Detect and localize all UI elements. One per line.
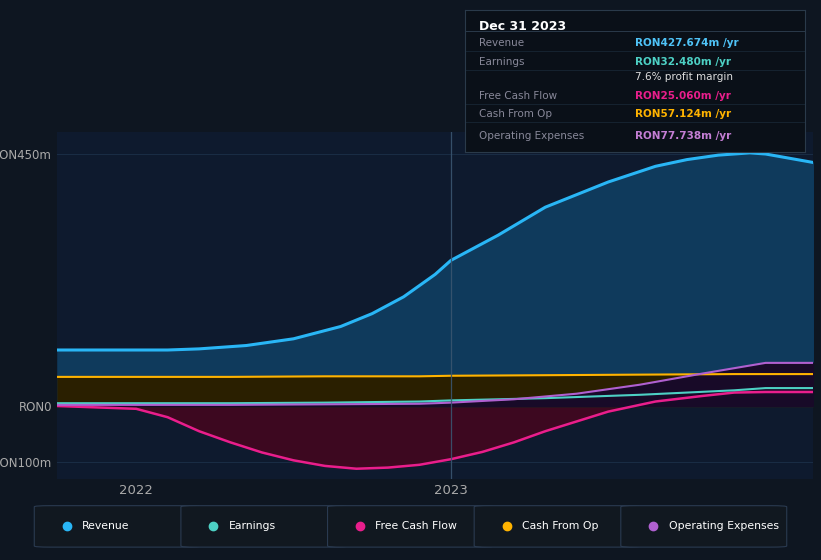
Text: Earnings: Earnings [229, 521, 276, 531]
Text: Operating Expenses: Operating Expenses [479, 130, 584, 141]
Text: 7.6% profit margin: 7.6% profit margin [635, 72, 733, 82]
FancyBboxPatch shape [475, 506, 640, 547]
Text: Cash From Op: Cash From Op [522, 521, 599, 531]
Text: RON25.060m /yr: RON25.060m /yr [635, 91, 731, 101]
Text: RON32.480m /yr: RON32.480m /yr [635, 57, 731, 67]
Text: Revenue: Revenue [82, 521, 130, 531]
Text: Free Cash Flow: Free Cash Flow [375, 521, 457, 531]
Text: RON427.674m /yr: RON427.674m /yr [635, 39, 739, 48]
FancyBboxPatch shape [328, 506, 493, 547]
FancyBboxPatch shape [34, 506, 200, 547]
Text: Cash From Op: Cash From Op [479, 109, 552, 119]
FancyBboxPatch shape [181, 506, 346, 547]
Text: Free Cash Flow: Free Cash Flow [479, 91, 557, 101]
Text: Earnings: Earnings [479, 57, 524, 67]
Text: RON77.738m /yr: RON77.738m /yr [635, 130, 732, 141]
FancyBboxPatch shape [621, 506, 787, 547]
Text: Revenue: Revenue [479, 39, 524, 48]
Text: RON57.124m /yr: RON57.124m /yr [635, 109, 732, 119]
Text: Dec 31 2023: Dec 31 2023 [479, 20, 566, 33]
Text: Operating Expenses: Operating Expenses [668, 521, 778, 531]
